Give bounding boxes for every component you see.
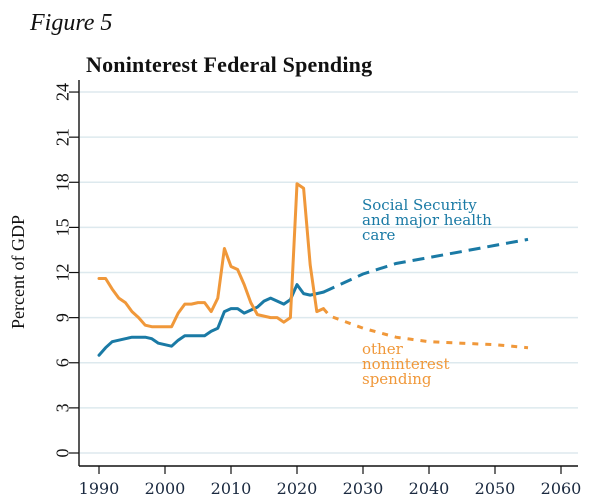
- social-security-health-projected-line: [322, 237, 529, 294]
- social-security-health-label: Social Security: [362, 196, 477, 214]
- figure-label: Figure 5: [30, 10, 113, 36]
- y-tick-label: 12: [52, 264, 72, 282]
- series-lines: [97, 182, 529, 357]
- x-tick-label: 2020: [277, 479, 318, 498]
- social-security-health-label: care: [362, 226, 396, 244]
- social-security-health-label: and major health: [362, 211, 492, 229]
- x-tick-label: 2000: [145, 479, 186, 498]
- y-tick-label: 24: [52, 83, 72, 101]
- y-tick-label: 18: [52, 173, 72, 191]
- other-noninterest-projected-line: [322, 307, 529, 350]
- x-tick-label: 2030: [343, 479, 384, 498]
- gridlines: [80, 91, 578, 454]
- other-noninterest-label: other: [362, 340, 404, 358]
- y-axis-label: Percent of GDP: [8, 215, 28, 329]
- y-tick-label: 21: [52, 128, 72, 146]
- y-tick-label: 15: [52, 218, 72, 236]
- chart-title: Noninterest Federal Spending: [86, 52, 373, 77]
- y-tick-label: 3: [52, 403, 72, 412]
- social-security-health-historical-line: [97, 283, 325, 357]
- y-tick-label: 0: [52, 449, 72, 458]
- x-tick-label: 1990: [79, 479, 120, 498]
- y-tick-label: 9: [52, 313, 72, 322]
- x-tick-label: 2050: [475, 479, 516, 498]
- x-tick-label: 2060: [541, 479, 582, 498]
- x-tick-label: 2040: [409, 479, 450, 498]
- other-noninterest-historical-line: [97, 182, 325, 329]
- y-axis-ticks: 0 3 6 9 12 15 18 21 24: [52, 83, 79, 458]
- other-noninterest-label: noninterest: [362, 355, 450, 373]
- x-tick-label: 2010: [211, 479, 252, 498]
- y-tick-label: 6: [52, 358, 72, 367]
- other-noninterest-label: spending: [362, 370, 432, 388]
- x-axis-ticks: 1990 2000 2010 2020 2030 2040 2050 2060: [79, 466, 582, 498]
